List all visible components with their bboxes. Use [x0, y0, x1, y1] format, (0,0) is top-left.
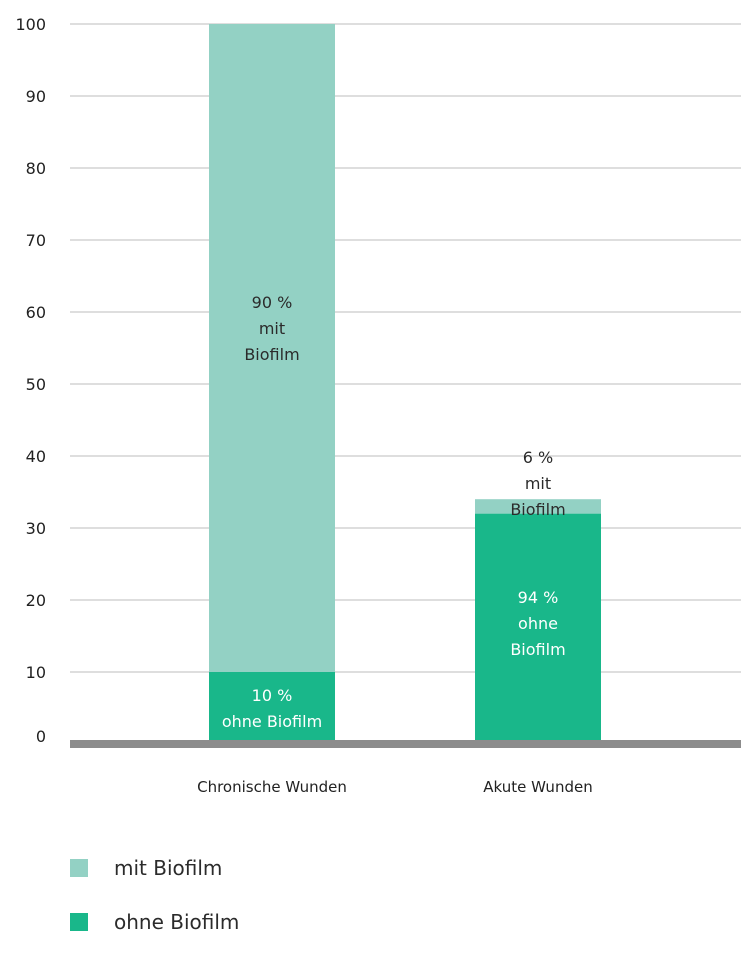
y-tick-label-10: 10 [26, 663, 46, 682]
y-tick-label-50: 50 [26, 375, 46, 394]
y-tick-label-40: 40 [26, 447, 46, 466]
y-tick-label-20: 20 [26, 591, 46, 610]
legend-item-mit-biofilm: mit Biofilm [70, 856, 239, 880]
bar-1-ohne-biofilm [475, 513, 601, 744]
y-tick-label-60: 60 [26, 303, 46, 322]
legend: mit Biofilm ohne Biofilm [70, 856, 239, 964]
y-tick-label-0: 0 [36, 727, 46, 746]
segment-label-0-ohne-biofilm: 10 % ohne Biofilm [222, 686, 322, 731]
legend-label-mit-biofilm: mit Biofilm [114, 856, 223, 880]
y-tick-label-80: 80 [26, 159, 46, 178]
y-tick-label-30: 30 [26, 519, 46, 538]
y-tick-label-70: 70 [26, 231, 46, 250]
segment-label-1-ohne-biofilm: 94 % ohne Biofilm [510, 588, 565, 659]
x-category-label-0: Chronische Wunden [197, 778, 347, 796]
bar-0-mit-biofilm [209, 24, 335, 672]
legend-swatch-mit-biofilm [70, 859, 88, 877]
legend-label-ohne-biofilm: ohne Biofilm [114, 910, 240, 934]
legend-item-ohne-biofilm: ohne Biofilm [70, 910, 239, 934]
x-axis-baseline [70, 740, 741, 748]
segment-label-1-mit-biofilm: 6 % mit Biofilm [510, 448, 565, 519]
x-category-label-1: Akute Wunden [483, 778, 592, 796]
bar-1-mit-biofilm [475, 499, 601, 514]
y-tick-label-100: 100 [15, 15, 46, 34]
bar-0-ohne-biofilm [209, 672, 335, 744]
bar-chart: 0 10 20 30 40 50 60 70 80 90 100 Chronische Wunden 9… [15, 15, 741, 796]
y-tick-label-90: 90 [26, 87, 46, 106]
segment-label-0-mit-biofilm: 90 % mit Biofilm [244, 293, 299, 364]
legend-swatch-ohne-biofilm [70, 913, 88, 931]
